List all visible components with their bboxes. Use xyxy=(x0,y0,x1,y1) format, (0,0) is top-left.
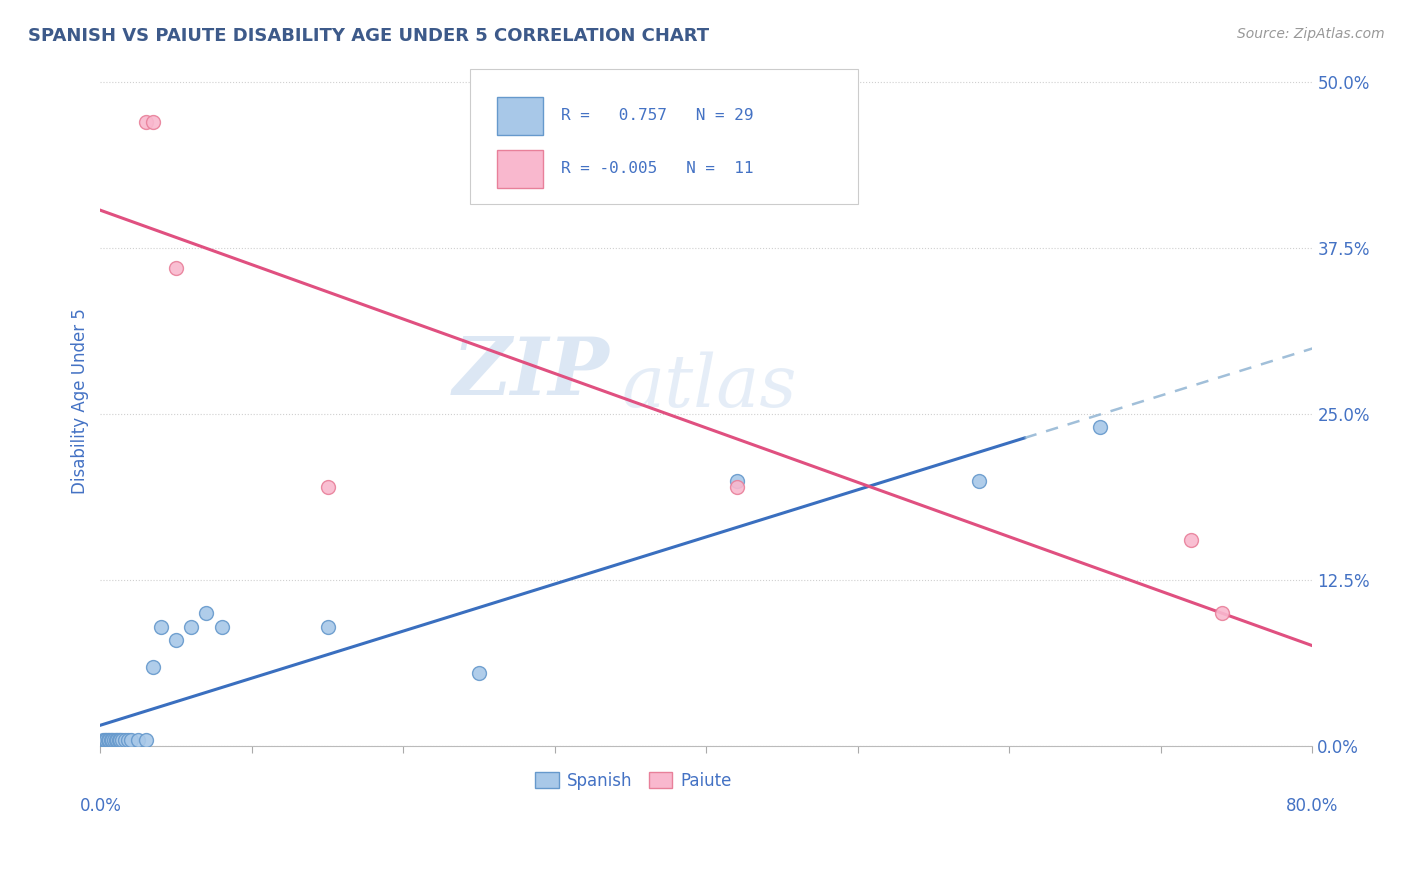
Point xyxy=(195,607,218,621)
Text: 0.0%: 0.0% xyxy=(79,797,121,815)
Point xyxy=(120,732,142,747)
Point xyxy=(142,659,165,673)
Y-axis label: Disability Age Under 5: Disability Age Under 5 xyxy=(72,308,89,493)
Text: R = -0.005   N =  11: R = -0.005 N = 11 xyxy=(561,161,754,176)
Point xyxy=(967,474,990,488)
Point xyxy=(108,732,131,747)
Point xyxy=(127,732,149,747)
Point xyxy=(180,620,202,634)
Point xyxy=(105,732,128,747)
Point xyxy=(211,620,233,634)
Text: ZIP: ZIP xyxy=(453,334,609,412)
Point xyxy=(103,732,125,747)
Text: atlas: atlas xyxy=(621,351,797,422)
Point xyxy=(97,732,120,747)
Point xyxy=(135,114,157,128)
FancyBboxPatch shape xyxy=(470,69,858,203)
Point xyxy=(1180,533,1202,548)
Point xyxy=(98,732,121,747)
Point xyxy=(101,732,124,747)
Text: R =   0.757   N = 29: R = 0.757 N = 29 xyxy=(561,108,754,123)
Text: 80.0%: 80.0% xyxy=(1286,797,1339,815)
Point xyxy=(316,480,339,494)
Point xyxy=(96,732,118,747)
Point xyxy=(1090,420,1112,434)
FancyBboxPatch shape xyxy=(496,150,543,188)
Legend: Spanish, Paiute: Spanish, Paiute xyxy=(529,765,738,797)
Point xyxy=(135,732,157,747)
Point xyxy=(93,732,115,747)
Text: Source: ZipAtlas.com: Source: ZipAtlas.com xyxy=(1237,27,1385,41)
Point xyxy=(725,474,748,488)
Point xyxy=(1211,607,1233,621)
Point xyxy=(104,732,127,747)
Point xyxy=(468,666,491,681)
Point xyxy=(107,732,129,747)
Point xyxy=(149,620,172,634)
FancyBboxPatch shape xyxy=(496,96,543,135)
Point xyxy=(725,480,748,494)
Point xyxy=(100,732,122,747)
Point xyxy=(165,633,187,648)
Text: SPANISH VS PAIUTE DISABILITY AGE UNDER 5 CORRELATION CHART: SPANISH VS PAIUTE DISABILITY AGE UNDER 5… xyxy=(28,27,709,45)
Point xyxy=(94,732,117,747)
Point xyxy=(114,732,136,747)
Point xyxy=(316,620,339,634)
Point xyxy=(110,732,132,747)
Point xyxy=(117,732,139,747)
Point xyxy=(142,114,165,128)
Point xyxy=(165,260,187,275)
